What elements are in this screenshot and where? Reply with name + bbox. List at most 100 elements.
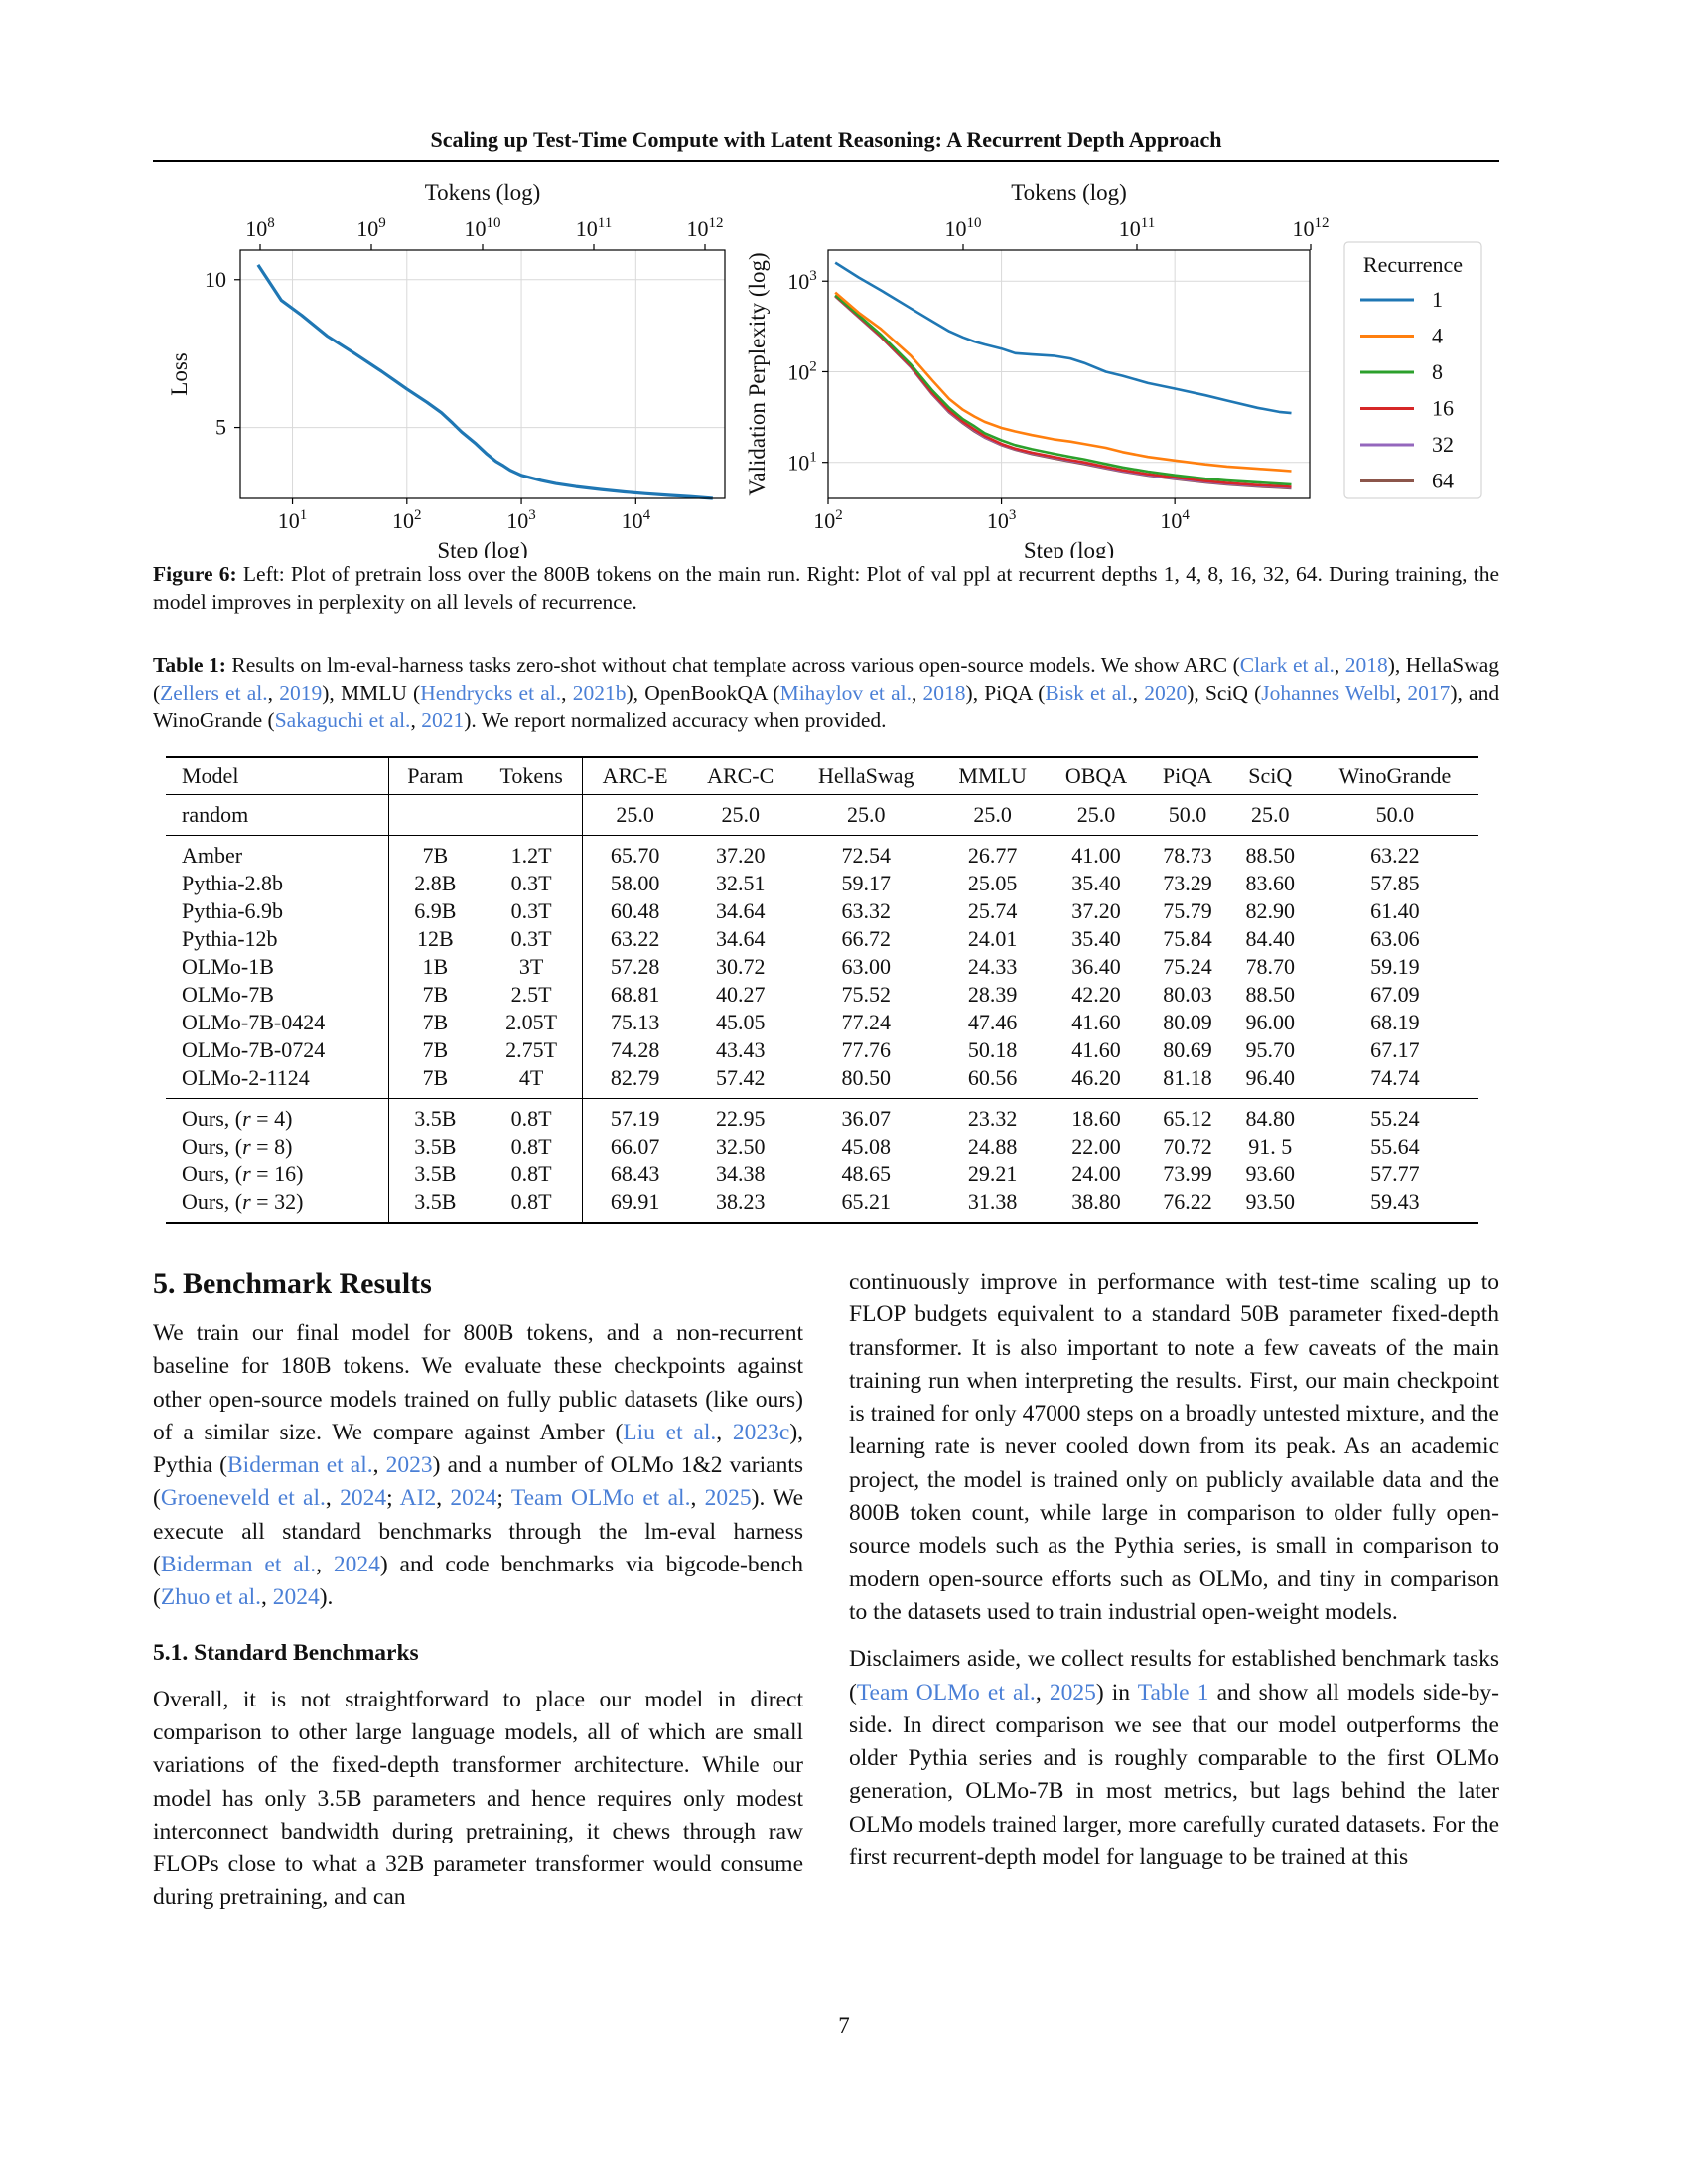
column-header: SciQ	[1228, 756, 1312, 795]
citation-link[interactable]: Team OLMo et al.	[510, 1485, 691, 1512]
table-cell: 24.00	[1071, 1161, 1121, 1186]
table-row: OLMo-1B 1B 3T 57.28 30.72 63.00 24.33 36.40 75.2…	[166, 953, 1478, 981]
citation-link[interactable]: 2018	[1344, 653, 1388, 677]
citation-link[interactable]: 2024	[272, 1584, 320, 1611]
table-cell: 40.27	[715, 982, 766, 1007]
table-row: random 25.0 25.0 25.0 25.0 25.0 50.0 25.0 50.0	[166, 794, 1478, 836]
x-axis-label: Step (log)	[1024, 538, 1114, 558]
x-tick-label: 102	[813, 507, 843, 533]
table-cell: 0.3T	[481, 925, 583, 953]
table-cell: 60.56	[938, 1064, 1047, 1099]
citation-link[interactable]: 2025	[1049, 1679, 1096, 1706]
legend-entry: 64	[1432, 469, 1454, 493]
table-cell: 75.13	[610, 1010, 660, 1034]
table-cell: 93.60	[1245, 1161, 1296, 1186]
paragraph: Disclaimers aside, we collect results fo…	[849, 1646, 1499, 1871]
table-cell: 25.05	[967, 871, 1018, 895]
citation-link[interactable]: Liu et al.	[623, 1419, 717, 1445]
table-cell: 34.38	[715, 1161, 766, 1186]
citation-link[interactable]: 2023	[385, 1452, 433, 1479]
x-tick-label: 104	[1160, 507, 1190, 533]
table-cell: 61.40	[1370, 898, 1420, 923]
citation-link[interactable]: Team OLMo et al.	[856, 1679, 1036, 1706]
table-cell: 2.8B	[414, 871, 457, 895]
table-cell: 18.60	[1071, 1106, 1121, 1131]
ppl-series-line-1	[834, 261, 1292, 415]
figure-caption: Figure 6: Left: Plot of pretrain loss ov…	[153, 561, 1499, 615]
legend-title: Recurrence	[1363, 252, 1463, 277]
table-cell: 96.40	[1228, 1064, 1312, 1099]
paragraph: continuously improve in performance with…	[849, 1269, 1499, 1625]
table-cell: 0.3T	[481, 870, 583, 897]
table-cell: 59.17	[841, 871, 892, 895]
citation-link[interactable]: Zellers et al.	[160, 680, 268, 705]
citation-link[interactable]: Biderman et al.	[226, 1452, 373, 1479]
table-cell: Amber	[166, 835, 390, 870]
table-cell: 24.01	[967, 926, 1018, 951]
citation-link[interactable]: AI2	[399, 1485, 437, 1512]
citation-link[interactable]: Hendrycks et al.	[420, 680, 562, 705]
citation-link[interactable]: 2024	[450, 1485, 497, 1512]
citation-link[interactable]: 2021b	[572, 680, 627, 705]
table-cell: 65.70	[610, 843, 660, 868]
citation-link[interactable]: 2024	[340, 1485, 387, 1512]
table-cell: 32.50	[715, 1134, 766, 1159]
table-cell: 4T	[481, 1064, 583, 1099]
table-cell: 25.0	[582, 794, 688, 836]
citation-link[interactable]: Biderman et al.	[160, 1552, 317, 1578]
citation-link[interactable]: 2020	[1144, 680, 1188, 705]
table-ref-link[interactable]: Table 1	[1137, 1679, 1209, 1706]
citation-link[interactable]: Bisk et al.	[1045, 680, 1133, 705]
citation-link[interactable]: 2019	[279, 680, 323, 705]
citation-link[interactable]: 2024	[333, 1552, 380, 1578]
header-rule	[153, 160, 1499, 162]
table-cell: 35.40	[1071, 871, 1121, 895]
citation-link[interactable]: Zhuo et al.	[160, 1584, 261, 1611]
table-cell: 25.0	[793, 794, 939, 836]
table-cell: 65.21	[793, 1188, 939, 1224]
citation-link[interactable]: Groeneveld et al.	[160, 1485, 326, 1512]
table-cell: 82.90	[1245, 898, 1296, 923]
table-cell: 48.65	[841, 1161, 892, 1186]
ppl-series-line-16	[834, 294, 1292, 488]
table-cell: 78.73	[1163, 843, 1212, 868]
table-cell: 28.39	[967, 982, 1018, 1007]
citation-link[interactable]: 2025	[704, 1485, 752, 1512]
citation-link[interactable]: Johannes Welbl	[1261, 680, 1396, 705]
table-cell: 78.70	[1245, 954, 1296, 979]
figure-label: Figure 6:	[153, 562, 237, 586]
table-header-row: Model Param Tokens ARC-E ARC-C HellaSwag MMLU O…	[166, 756, 1478, 795]
caption-text: ), OpenBookQA (	[626, 680, 780, 705]
table-cell: 25.0	[1046, 794, 1147, 836]
figure-caption-text: Left: Plot of pretrain loss over the 800…	[153, 562, 1499, 614]
citation-link[interactable]: 2021	[421, 708, 465, 732]
citation-link[interactable]: Clark et al.	[1239, 653, 1335, 677]
table-row: OLMo-7B-0724 7B 2.75T 74.28 43.43 77.76 50.18 4…	[166, 1036, 1478, 1064]
table-cell: OLMo-7B-0424	[166, 1009, 390, 1036]
y-tick-label: 5	[215, 415, 226, 440]
x2-tick-label: 1012	[1293, 215, 1330, 241]
citation-link[interactable]: Sakaguchi et al.	[274, 708, 411, 732]
table-cell: 50.0	[1146, 794, 1229, 836]
table-cell: Pythia-12b	[166, 925, 390, 953]
page-number: 7	[838, 2013, 850, 2038]
table-cell: 66.72	[841, 926, 892, 951]
legend-box	[1343, 241, 1482, 499]
table-cell: 0.8T	[481, 1098, 583, 1133]
table-cell: 3.5B	[414, 1134, 457, 1159]
citation-link[interactable]: 2023c	[732, 1419, 790, 1445]
citation-link[interactable]: Mihaylov et al.	[779, 680, 912, 705]
table-cell: 60.48	[610, 898, 660, 923]
table-cell: 46.20	[1046, 1064, 1147, 1099]
table-cell: 37.20	[715, 843, 766, 868]
table-cell: 57.85	[1370, 871, 1420, 895]
table-cell: 23.32	[967, 1106, 1018, 1131]
table-cell: 3.5B	[414, 1161, 457, 1186]
table-cell: 41.60	[1071, 1010, 1121, 1034]
citation-link[interactable]: 2017	[1407, 680, 1451, 705]
y-tick-label: 103	[787, 268, 817, 294]
loss-series-line	[256, 264, 713, 500]
citation-link[interactable]: 2018	[922, 680, 966, 705]
legend-entry: 8	[1432, 359, 1443, 384]
table-cell: 29.21	[967, 1161, 1018, 1186]
